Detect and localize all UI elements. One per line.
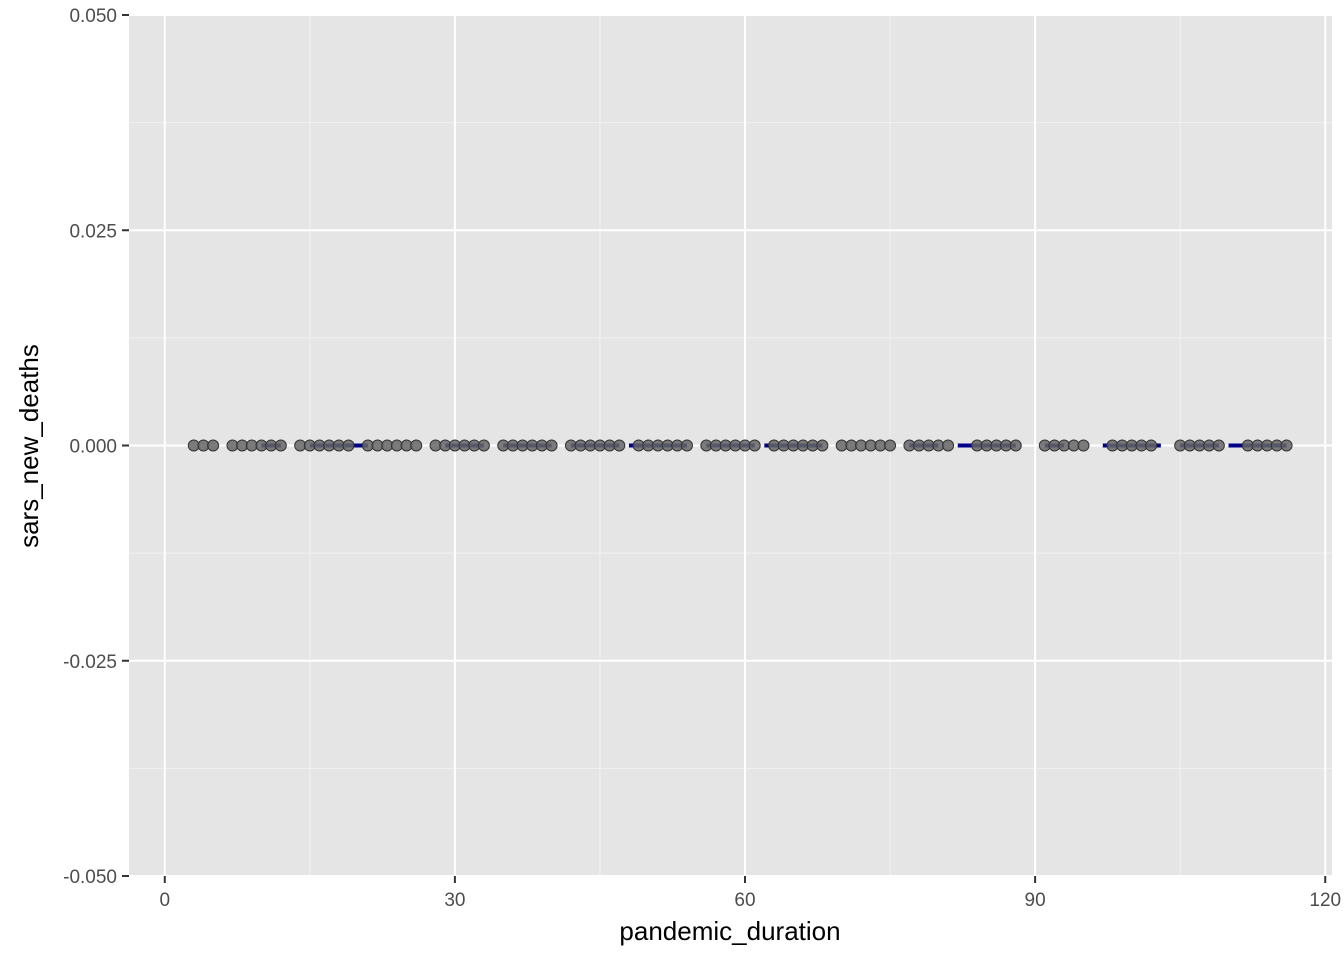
x-axis: 0 30 60 90 120 — [159, 876, 1341, 911]
x-tick-label: 0 — [159, 890, 170, 911]
data-points — [187, 439, 1293, 452]
y-tick-label: -0.050 — [63, 867, 117, 888]
data-point — [207, 439, 220, 452]
x-tick-label: 60 — [734, 890, 755, 911]
data-point — [1280, 439, 1293, 452]
x-axis-title: pandemic_duration — [619, 916, 840, 946]
data-point — [477, 439, 490, 452]
data-point — [545, 439, 558, 452]
y-tick-label: -0.025 — [63, 652, 117, 673]
data-point — [1009, 439, 1022, 452]
data-point — [1077, 439, 1090, 452]
data-point — [410, 439, 423, 452]
data-point — [342, 439, 355, 452]
x-tick-label: 90 — [1025, 890, 1046, 911]
data-point — [884, 439, 897, 452]
data-point — [942, 439, 955, 452]
y-tick-label: 0.025 — [69, 221, 117, 242]
data-point — [816, 439, 829, 452]
x-tick-label: 120 — [1309, 890, 1341, 911]
data-point — [613, 439, 626, 452]
y-tick-label: 0.050 — [69, 6, 117, 27]
data-point — [1212, 439, 1225, 452]
x-tick-label: 30 — [444, 890, 465, 911]
data-point — [680, 439, 693, 452]
y-axis-title: sars_new_deaths — [14, 344, 44, 548]
data-point — [274, 439, 287, 452]
data-point — [748, 439, 761, 452]
y-tick-label: 0.000 — [69, 437, 117, 458]
y-axis: -0.050 -0.025 0.000 0.025 0.050 — [63, 6, 129, 888]
data-point — [1145, 439, 1158, 452]
